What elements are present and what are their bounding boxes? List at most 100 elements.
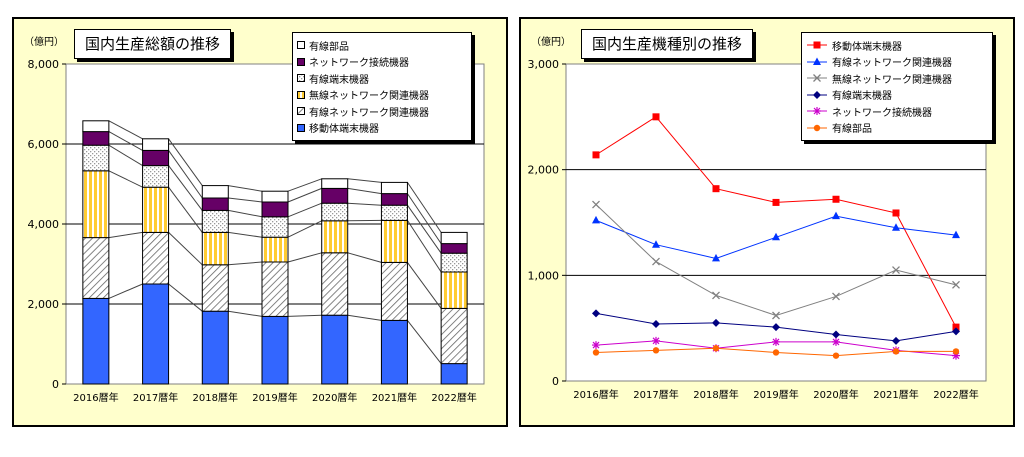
legend-item: 有線端末機器 — [806, 87, 986, 104]
series-connector — [287, 220, 322, 238]
series-connector — [168, 283, 203, 312]
data-point — [652, 257, 660, 266]
bar-segment — [82, 297, 110, 385]
data-point — [712, 318, 720, 327]
bar-segment — [142, 186, 170, 233]
data-point — [712, 253, 720, 262]
data-point — [952, 327, 960, 336]
series-connector — [407, 262, 442, 309]
bar-segment — [440, 271, 468, 309]
bar-segment — [380, 181, 408, 195]
bar-segment — [321, 252, 349, 316]
series-connector — [108, 283, 143, 299]
data-point — [592, 151, 600, 159]
bar-segment — [82, 170, 110, 239]
legend-label: 有線ネットワーク関連機器 — [832, 58, 952, 70]
legend-item: 有線部品 — [297, 37, 465, 54]
series-connector — [407, 220, 442, 273]
series-connector — [168, 186, 203, 233]
data-point — [952, 230, 960, 239]
bar-segment — [201, 197, 229, 211]
bar-segment — [261, 236, 289, 263]
bar-segment — [440, 307, 468, 365]
data-point — [832, 195, 840, 203]
legend-label: 有線部品 — [832, 124, 872, 136]
legend: 移動体端末機器 有線ネットワーク関連機器 無線ネットワーク関連機器 有線端末機器 ネット… — [801, 32, 993, 141]
legend-item: 移動体端末機器 — [297, 120, 465, 137]
data-point — [652, 113, 660, 121]
y-tick-label: 4,000 — [28, 218, 60, 231]
series-connector — [347, 178, 382, 183]
y-axis-unit: （億円） — [531, 37, 571, 48]
bar-segment — [440, 243, 468, 254]
chart-title: 国内生産総額の推移 — [74, 29, 232, 59]
bar-segment — [261, 201, 289, 218]
data-point — [952, 351, 960, 360]
legend-swatch — [297, 107, 305, 116]
series-connector — [228, 209, 263, 218]
data-point — [772, 232, 780, 241]
bar-segment — [380, 261, 408, 321]
series-connector — [287, 314, 322, 317]
bar-segment — [142, 138, 170, 151]
series-connector — [108, 120, 143, 140]
y-tick-label: 6,000 — [28, 138, 60, 151]
data-point — [813, 107, 821, 116]
data-point — [772, 311, 780, 320]
bar-segment — [142, 165, 170, 188]
bar-segment — [440, 363, 468, 385]
x-tick-label: 2020暦年 — [312, 391, 357, 404]
bar-segment — [201, 231, 229, 266]
bar-segment — [201, 264, 229, 312]
series-connector — [407, 204, 442, 254]
series-connector — [287, 202, 322, 218]
data-point — [952, 348, 960, 355]
data-point — [592, 341, 600, 350]
series-connector — [287, 178, 322, 192]
legend-swatch — [297, 90, 305, 99]
legend-item: 無線ネットワーク関連機器 — [297, 87, 465, 104]
legend-item: ネットワーク接続機器 — [297, 54, 465, 71]
legend-label: ネットワーク接続機器 — [832, 107, 932, 119]
data-point — [712, 185, 720, 193]
bar-segment — [261, 190, 289, 203]
bar-segment — [201, 310, 229, 385]
bar-segment — [201, 209, 229, 233]
data-point — [592, 349, 600, 356]
legend-swatch — [297, 74, 305, 83]
model-trend-chart-panel: 0 1,000 2,000 3,000 2016暦年 2017暦年 2018暦年 2019暦年… — [519, 17, 1015, 427]
data-point — [892, 336, 900, 345]
legend-item: ネットワーク接続機器 — [806, 103, 986, 120]
x-tick-label: 2018暦年 — [193, 391, 238, 404]
series-connector — [168, 138, 203, 186]
data-point — [832, 352, 840, 359]
legend-swatch — [807, 107, 827, 116]
bar-segment — [82, 131, 110, 146]
x-tick-label: 2021暦年 — [873, 388, 918, 401]
series-connector — [407, 193, 442, 244]
bar-segment — [201, 185, 229, 199]
legend-item: 有線ネットワーク関連機器 — [806, 54, 986, 71]
series-connector — [347, 187, 382, 195]
series-connector — [108, 131, 143, 151]
legend-swatch — [807, 90, 827, 99]
data-point — [892, 223, 900, 231]
bar-segment — [321, 187, 349, 204]
data-point — [592, 215, 600, 224]
x-tick-label: 2019暦年 — [753, 388, 798, 401]
legend-swatch — [807, 41, 827, 49]
bar-segment — [440, 231, 468, 245]
series-connector — [228, 185, 263, 192]
bar-segment — [82, 237, 110, 299]
bar-segment — [142, 283, 170, 385]
chart-title: 国内生産機種別の推移 — [581, 29, 754, 59]
legend-swatch — [807, 57, 827, 65]
series-connector — [228, 231, 263, 238]
bar-segment — [380, 319, 408, 385]
legend-item: 移動体端末機器 — [806, 37, 986, 54]
legend-item: 有線端末機器 — [297, 70, 465, 87]
y-tick-label: 3,000 — [528, 58, 560, 71]
data-point — [652, 336, 660, 345]
data-point — [832, 292, 840, 301]
data-point — [592, 200, 600, 209]
